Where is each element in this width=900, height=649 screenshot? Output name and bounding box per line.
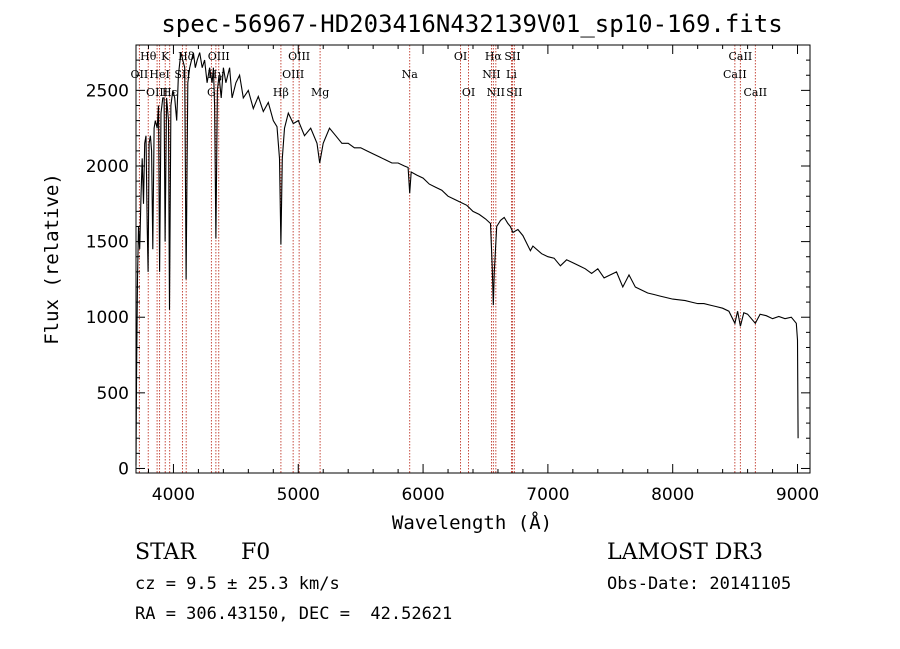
plot-frame — [135, 44, 811, 474]
spectral-line-label: OI — [462, 86, 475, 99]
observation-date: Obs-Date: 20141105 — [607, 574, 792, 594]
spectral-line-label: OI — [454, 50, 467, 63]
chart-title: spec-56967-HD203416N432139V01_sp10-169.f… — [161, 10, 782, 38]
spectral-line-label: OIII — [288, 50, 310, 63]
spectral-line-label: Li — [506, 68, 517, 81]
y-tick-label: 1000 — [86, 308, 129, 328]
spectral-line-label: Hε — [162, 86, 178, 99]
x-tick-label: 8000 — [651, 485, 694, 505]
y-axis: 0 500 1000 1500 2000 2500 — [86, 44, 810, 479]
object-subclass: F0 — [241, 540, 271, 565]
x-tick-label: 5000 — [277, 485, 320, 505]
x-tick-label: 6000 — [401, 485, 444, 505]
spectral-line-label: Hγ — [208, 68, 225, 81]
spectral-line-label: Hβ — [273, 86, 289, 99]
x-axis-label: Wavelength (Å) — [392, 511, 552, 534]
x-tick-label: 4000 — [152, 485, 195, 505]
spectrum-chart: spec-56967-HD203416N432139V01_sp10-169.f… — [41, 10, 819, 534]
spectral-line-label: CaII — [729, 50, 753, 63]
spectral-line-label: OIII — [208, 50, 230, 63]
spectral-line-label: HeI — [149, 68, 169, 81]
spectral-line-label: OIII — [146, 86, 168, 99]
spectral-line-label: Na — [402, 68, 419, 81]
spectral-line-label: Hα — [485, 50, 503, 63]
y-tick-label: 2500 — [86, 81, 129, 101]
spectral-line-label: Mg — [311, 86, 329, 99]
spectral-line-label: K — [161, 50, 170, 63]
spectral-line-label: CaII — [723, 68, 747, 81]
coordinates: RA = 306.43150, DEC = 42.52621 — [135, 604, 453, 624]
object-class: STAR — [135, 540, 196, 565]
spectral-line-label: NII — [482, 68, 500, 81]
spectral-line-label: OIII — [282, 68, 304, 81]
x-axis: 4000 5000 6000 7000 8000 9000 — [147, 45, 819, 505]
y-axis-label: Flux (relative) — [41, 173, 63, 345]
x-tick-label: 9000 — [776, 485, 819, 505]
redshift-velocity: cz = 9.5 ± 25.3 km/s — [135, 574, 340, 594]
spectral-line-label: G — [207, 86, 216, 99]
spectral-line-label: OII — [131, 68, 149, 81]
y-tick-label: 2000 — [86, 157, 129, 177]
y-tick-label: 500 — [97, 384, 129, 404]
spectral-line-markers — [138, 45, 756, 473]
x-tick-label: 7000 — [526, 485, 569, 505]
spectral-line-label: SII — [504, 50, 520, 63]
spectral-line-label: SII — [506, 86, 522, 99]
spectrum-line — [135, 52, 799, 466]
spectral-line-label: NII — [487, 86, 505, 99]
survey-release: LAMOST DR3 — [607, 540, 763, 565]
spectral-line-label: CaII — [743, 86, 767, 99]
spectral-line-label: Hθ — [140, 50, 157, 63]
y-tick-label: 0 — [118, 459, 129, 479]
y-tick-label: 1500 — [86, 233, 129, 253]
